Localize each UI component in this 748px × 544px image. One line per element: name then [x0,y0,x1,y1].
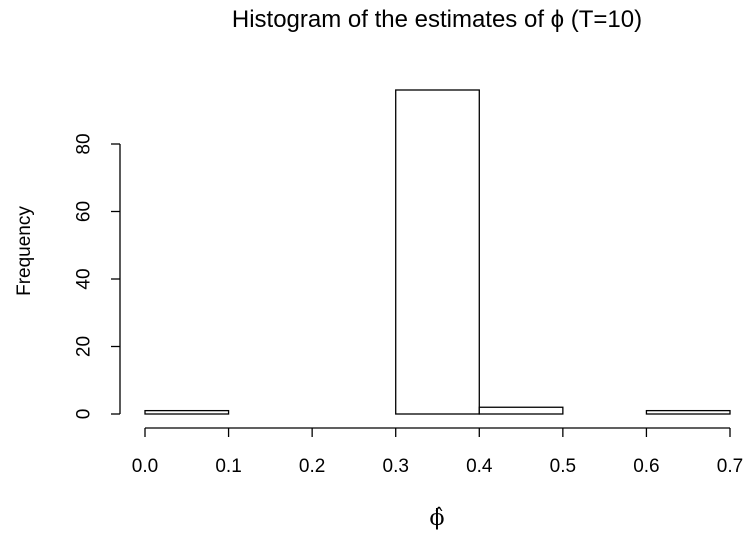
x-tick-label: 0.3 [383,456,409,477]
x-tick-label: 0.0 [132,456,158,477]
y-tick-label: 80 [74,133,95,154]
x-tick-label: 0.7 [717,456,743,477]
y-tick-label: 20 [74,336,95,357]
histogram-bar-6 [645,409,731,415]
y-axis: 0 20 40 60 80 [74,133,121,420]
x-axis: 0.0 0.1 0.2 0.3 0.4 0.5 0.6 0.7 [132,427,743,477]
histogram-bar-0 [144,409,230,415]
bars-group [144,89,731,415]
x-tick-label: 0.2 [299,456,325,477]
x-tick-label: 0.5 [550,456,576,477]
histogram-bar-3 [395,89,480,415]
y-tick-label: 60 [74,201,95,222]
y-tick-label: 0 [74,409,95,420]
x-tick-label: 0.1 [215,456,241,477]
x-tick-label: 0.4 [466,456,493,477]
x-tick-label: 0.6 [633,456,659,477]
histogram-bar-4 [478,406,564,415]
y-tick-label: 40 [74,268,95,289]
chart-title: Histogram of the estimates of ϕ (T=10) [232,6,642,33]
y-axis-label: Frequency [14,206,35,296]
x-axis-label: ϕ̂ [430,506,445,531]
